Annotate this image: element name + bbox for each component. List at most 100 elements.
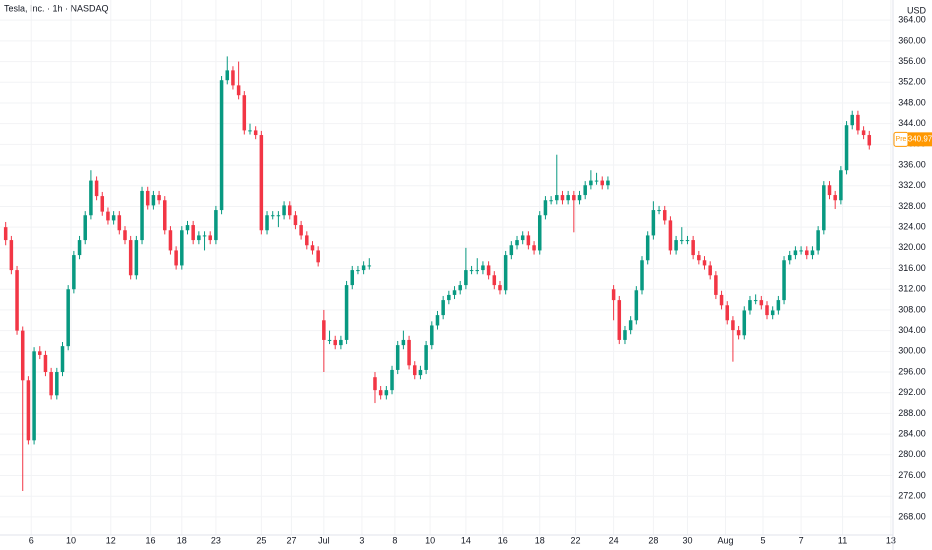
y-tick-label: 300.00	[898, 346, 926, 356]
candle-body	[765, 305, 769, 316]
x-tick-label: 8	[392, 535, 397, 545]
candle-body	[833, 195, 837, 201]
candle-body	[128, 240, 133, 276]
x-tick-label: 11	[838, 535, 847, 545]
chart-title: Tesla, Inc. · 1h · NASDAQ	[4, 3, 109, 13]
x-tick-label: 25	[256, 535, 266, 545]
candle-body	[322, 320, 326, 340]
candle-body	[589, 180, 593, 186]
candle-body	[9, 240, 14, 271]
candle-body	[537, 215, 542, 251]
candle-body	[770, 310, 775, 316]
x-tick-label: 5	[761, 535, 766, 545]
candle-body	[145, 190, 150, 206]
candle-body	[270, 215, 275, 217]
candle-body	[714, 275, 718, 295]
candle-body	[242, 95, 247, 131]
y-tick-label: 324.00	[898, 222, 926, 232]
candle-body	[600, 180, 605, 186]
candle-body	[731, 320, 735, 331]
price-tag	[908, 132, 932, 147]
candle-body	[441, 300, 445, 316]
candle-body	[123, 230, 127, 241]
candle-body	[810, 250, 815, 256]
y-tick-label: 360.00	[898, 35, 926, 45]
candle-body	[180, 230, 184, 266]
candle-body	[202, 235, 207, 237]
candle-body	[560, 195, 565, 201]
candle-body	[390, 369, 394, 391]
candle-body	[333, 339, 337, 346]
y-tick-label: 308.00	[898, 304, 926, 314]
x-tick-label: 30	[682, 535, 692, 545]
candle-body	[214, 210, 218, 241]
candle-body	[827, 185, 832, 196]
candle-body	[94, 180, 99, 197]
candle-body	[395, 345, 400, 370]
candle-body	[708, 265, 712, 276]
y-tick-label: 316.00	[898, 263, 926, 273]
candle-body	[469, 270, 474, 272]
candle-body	[623, 330, 627, 340]
y-tick-label: 352.00	[898, 77, 926, 87]
candle-body	[208, 235, 212, 241]
candle-body	[816, 230, 820, 251]
candle-body	[844, 125, 849, 171]
candle-body	[759, 300, 764, 306]
candle-body	[293, 215, 298, 226]
candle-body	[26, 380, 31, 441]
candle-body	[464, 270, 468, 286]
candle-body	[793, 250, 798, 256]
y-tick-label: 304.00	[898, 325, 926, 335]
candle-body	[555, 195, 559, 201]
candle-body	[503, 255, 508, 291]
candle-body	[265, 215, 269, 231]
price-tag-text: 340.97	[908, 134, 932, 143]
candle-body	[697, 255, 701, 261]
candle-body	[401, 339, 406, 346]
candle-body	[776, 300, 781, 311]
candle-body	[299, 225, 303, 236]
x-tick-label: 28	[648, 535, 658, 545]
candle-body	[822, 185, 826, 231]
candle-body	[867, 135, 872, 146]
y-tick-label: 284.00	[898, 428, 926, 438]
candle-body	[520, 235, 525, 241]
candle-body	[140, 190, 144, 241]
candle-body	[577, 195, 582, 201]
candle-body	[134, 240, 139, 276]
candle-body	[83, 215, 87, 241]
x-tick-label: 12	[106, 535, 116, 545]
candle-body	[66, 289, 70, 347]
y-tick-label: 276.00	[898, 470, 926, 480]
candle-body	[435, 315, 440, 326]
candle-body	[316, 250, 320, 263]
candle-body	[185, 225, 190, 231]
candle-body	[248, 130, 252, 132]
candle-body	[498, 285, 502, 291]
candle-body	[799, 250, 803, 252]
candle-body	[839, 170, 843, 201]
x-tick-label: 10	[425, 535, 435, 545]
candle-body	[276, 215, 281, 217]
candle-body	[344, 285, 349, 340]
y-tick-label: 320.00	[898, 242, 926, 252]
y-tick-label: 288.00	[898, 408, 926, 418]
candle-body	[861, 130, 866, 136]
candle-body	[543, 200, 548, 216]
candle-body	[685, 240, 690, 242]
candle-body	[424, 345, 428, 370]
y-tick-label: 280.00	[898, 449, 926, 459]
candle-body	[532, 245, 536, 251]
candle-body	[640, 260, 644, 291]
candle-body	[55, 372, 59, 396]
y-tick-label: 292.00	[898, 387, 926, 397]
candle-body	[447, 294, 451, 301]
currency-label: USD	[907, 5, 927, 15]
candle-body	[225, 70, 230, 81]
candle-body	[100, 196, 105, 212]
x-tick-label: 18	[535, 535, 545, 545]
candle-body	[111, 215, 116, 221]
